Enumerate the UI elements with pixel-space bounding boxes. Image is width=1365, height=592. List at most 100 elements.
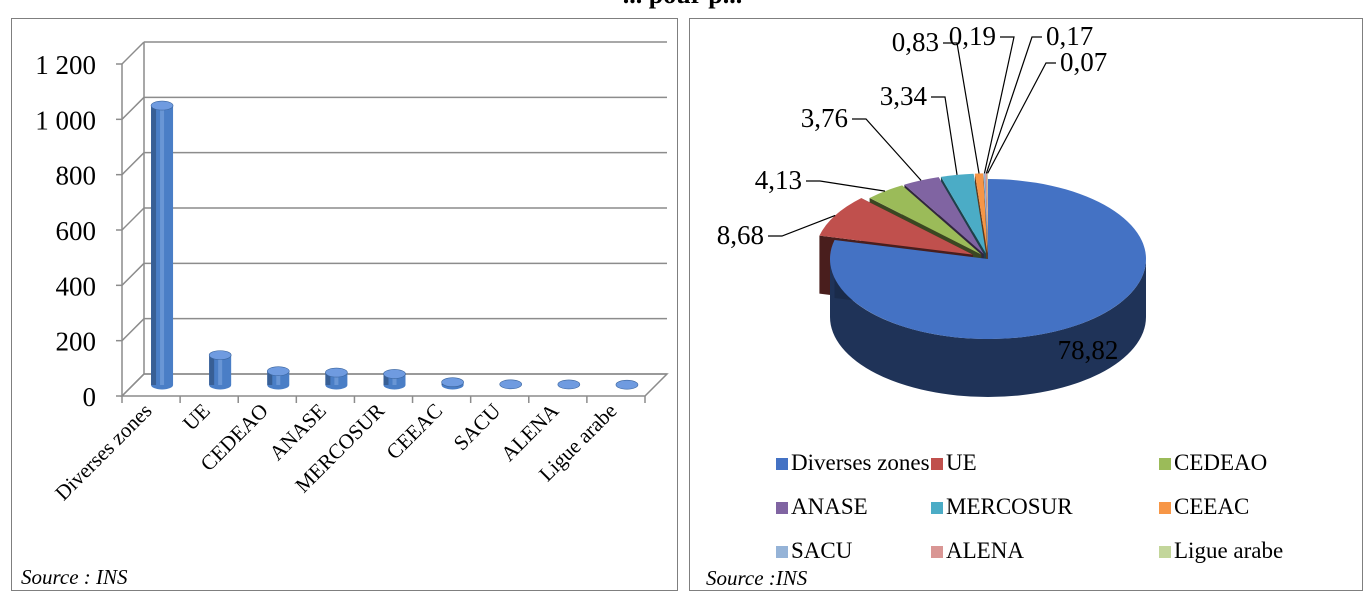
leader-line	[806, 180, 886, 192]
bar-top	[615, 379, 639, 390]
bar-highlight	[334, 372, 339, 385]
leader-line	[768, 214, 836, 237]
pie-chart: 78,82 8,68 4,13 3,76 3,34 0,83 0,19 0,170,07 Div…	[717, 21, 1283, 563]
data-label: 0,83	[892, 27, 939, 57]
legend-label: UE	[946, 450, 977, 475]
pie-slice-side	[830, 259, 1146, 397]
y-tick-label: 200	[56, 327, 97, 357]
bar-base	[383, 385, 406, 390]
data-label: 4,13	[755, 165, 802, 195]
bar	[499, 379, 523, 390]
legend-label: ALENA	[946, 538, 1024, 563]
legend-swatch	[776, 458, 788, 470]
legend-label: MERCOSUR	[946, 494, 1073, 519]
pie-chart-source: Source :INS	[706, 566, 808, 590]
bar-shade	[151, 105, 157, 386]
data-label: 0,17	[1046, 21, 1093, 51]
bar	[441, 377, 464, 390]
pie-slice	[819, 198, 973, 255]
legend-swatch	[776, 502, 788, 514]
y-tick-label: 0	[83, 382, 97, 412]
y-tick-label: 800	[56, 161, 97, 191]
y-tick-label: 600	[56, 216, 97, 246]
bar-chart-source: Source : INS	[21, 565, 128, 589]
bar-shade	[383, 373, 389, 385]
bar-base	[325, 385, 348, 390]
data-label: 8,68	[717, 220, 764, 250]
bar	[615, 379, 639, 390]
bar	[557, 379, 581, 390]
leader-line	[985, 36, 1042, 174]
pie-slice	[940, 173, 986, 254]
legend-swatch	[1159, 546, 1171, 558]
legend-label: CEEAC	[1174, 494, 1249, 519]
bar-highlight	[160, 105, 165, 386]
leader-line	[943, 42, 980, 174]
pie-slice	[869, 185, 982, 255]
bar-shade	[267, 371, 273, 385]
pie-slice	[985, 173, 988, 254]
pie-chart-panel: 78,82 8,68 4,13 3,76 3,34 0,83 0,19 0,17 0,07 Div…	[689, 18, 1363, 591]
data-label: 0,07	[1060, 47, 1107, 77]
legend-swatch	[931, 458, 943, 470]
gridline-side	[121, 318, 145, 342]
page-title: ... pour p...	[0, 0, 1365, 10]
x-tick-label: CEEAC	[381, 399, 447, 465]
y-tick-label: 1 200	[35, 50, 96, 80]
x-tick-label: Diverses zones	[50, 399, 156, 505]
bar-highlight	[392, 373, 397, 385]
bar	[150, 100, 174, 390]
leader-line	[931, 96, 958, 175]
bar-top	[441, 377, 464, 388]
bar-shade	[209, 355, 215, 385]
y-tick-label: 400	[56, 271, 97, 301]
bar-highlight	[276, 371, 281, 385]
legend-swatch	[776, 546, 788, 558]
data-label: 3,76	[801, 103, 848, 133]
bar-chart: 0 200 400 600 800 1 000 1 200 Diverses zones UE C…	[35, 41, 669, 505]
bar-highlight	[218, 355, 223, 385]
legend-label: Ligue arabe	[1174, 538, 1283, 563]
data-label: 0,19	[949, 21, 996, 51]
bar-top	[383, 369, 406, 379]
bar-shade	[325, 372, 331, 385]
y-tick-label: 1 000	[35, 105, 96, 135]
gridline-side	[121, 262, 145, 286]
bar-base	[209, 385, 232, 390]
pie-slice	[974, 173, 988, 254]
bar-top	[499, 379, 523, 390]
legend-swatch	[931, 546, 943, 558]
pie-slice	[830, 179, 1146, 339]
bar	[208, 350, 232, 390]
bar	[325, 367, 348, 390]
legend-swatch	[931, 502, 943, 514]
pie-slice	[904, 177, 984, 254]
legend-label: SACU	[791, 538, 853, 563]
bar	[266, 366, 290, 390]
legend-swatch	[1159, 502, 1171, 514]
bar-base	[267, 385, 290, 390]
bar	[383, 369, 406, 390]
x-tick-label: UE	[178, 399, 215, 436]
legend-swatch	[1159, 458, 1171, 470]
legend-label: ANASE	[791, 494, 868, 519]
legend-label: Diverses zones	[791, 450, 930, 475]
bar-top	[150, 100, 174, 111]
leader-line	[852, 118, 922, 181]
data-label: 3,34	[880, 81, 928, 111]
bar-top	[557, 379, 581, 390]
gridline-side	[121, 207, 145, 231]
gridline-side	[121, 41, 145, 65]
gridline-side	[121, 152, 145, 176]
data-label: 78,82	[1058, 335, 1119, 365]
x-tick-label: SACU	[449, 399, 506, 456]
legend-label: CEDEAO	[1174, 450, 1267, 475]
pie-tops	[819, 173, 1146, 339]
pie-slice	[983, 173, 988, 254]
bar-top	[325, 367, 348, 378]
leader-line	[983, 36, 1015, 174]
gridline-side	[121, 96, 145, 120]
bar-chart-panel: 0 200 400 600 800 1 000 1 200 Diverses zones UE C…	[11, 18, 678, 591]
bar-base	[151, 385, 174, 390]
bar-top	[208, 350, 232, 360]
